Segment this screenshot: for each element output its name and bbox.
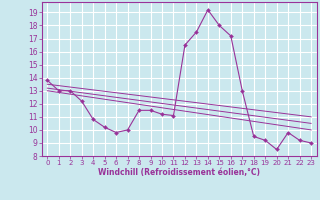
X-axis label: Windchill (Refroidissement éolien,°C): Windchill (Refroidissement éolien,°C) [98, 168, 260, 177]
